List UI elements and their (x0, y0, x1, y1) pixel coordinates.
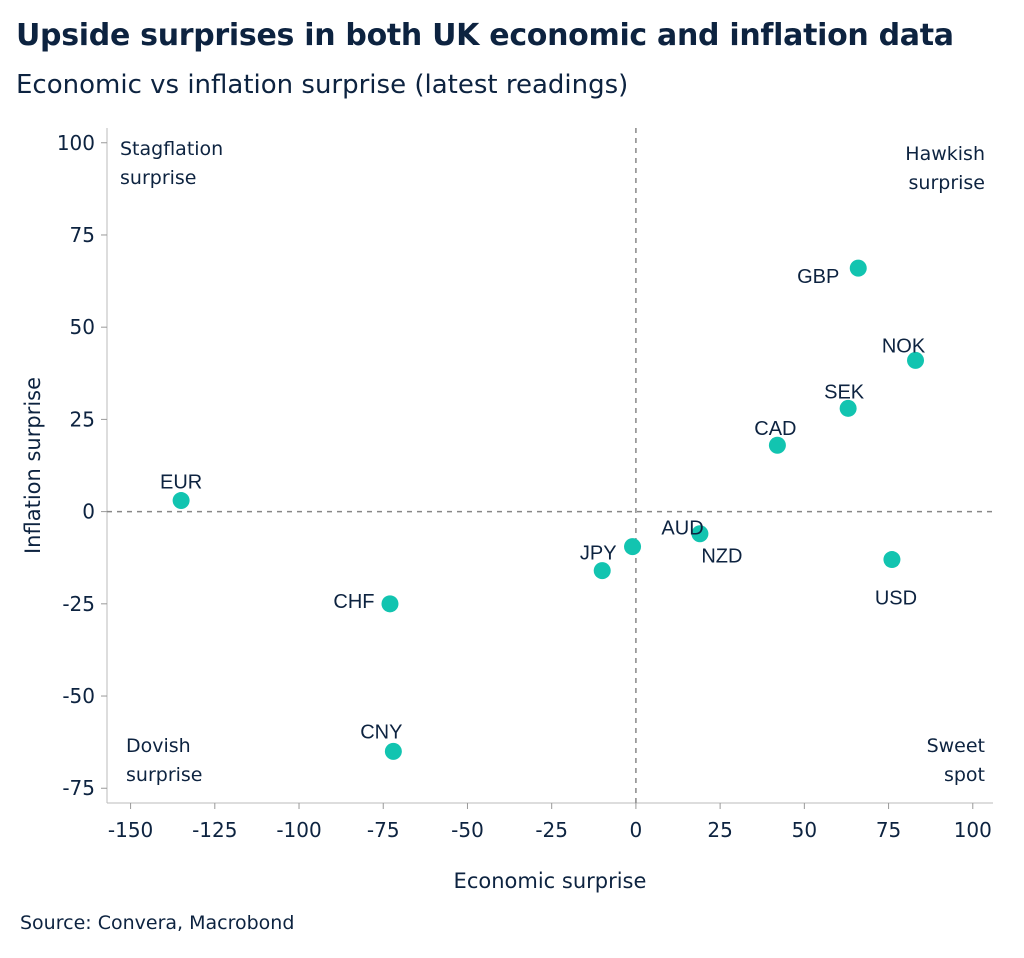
x-tick-label: -100 (276, 818, 321, 842)
x-tick-label: 50 (792, 818, 817, 842)
x-tick-label: -150 (108, 818, 153, 842)
quadrant-label-bottom-right: Sweet (927, 735, 985, 757)
y-tick-label: -25 (62, 592, 95, 616)
data-label-nok: NOK (882, 335, 926, 357)
quadrant-label-top-left: surprise (120, 167, 197, 189)
y-tick-label: 25 (70, 407, 95, 431)
data-label-jpy: JPY (580, 543, 617, 565)
data-point-chf (381, 595, 399, 613)
quadrant-label-bottom-left: Dovish (126, 735, 191, 757)
data-label-eur: EUR (160, 472, 202, 494)
y-tick-label: 0 (82, 500, 95, 524)
data-label-chf: CHF (333, 591, 374, 613)
quadrant-label-top-right: surprise (909, 172, 986, 194)
quadrant-label-top-left: Stagflation (120, 138, 223, 160)
x-tick-label: -50 (451, 818, 484, 842)
y-tick-label: 75 (70, 223, 95, 247)
x-tick-label: 100 (954, 818, 992, 842)
x-tick-label: -25 (535, 818, 568, 842)
data-label-gbp: GBP (797, 266, 839, 288)
data-point-nok (907, 351, 925, 369)
data-point-aud (624, 538, 642, 556)
chart-subtitle: Economic vs inflation surprise (latest r… (16, 70, 629, 100)
y-axis-title: Inflation surprise (21, 377, 45, 554)
data-point-cad (768, 436, 786, 454)
x-axis-title: Economic surprise (454, 869, 647, 893)
data-label-aud: AUD (661, 518, 703, 540)
y-tick-label: -75 (62, 776, 95, 800)
quadrant-label-bottom-right: spot (944, 764, 985, 786)
data-point-cny (384, 742, 402, 760)
x-tick-label: -75 (367, 818, 400, 842)
y-tick-label: 50 (70, 315, 95, 339)
x-tick-label: 0 (630, 818, 643, 842)
data-point-jpy (593, 562, 611, 580)
chart-title: Upside surprises in both UK economic and… (16, 18, 954, 53)
data-point-usd (883, 551, 901, 569)
quadrant-label-top-right: Hawkish (905, 143, 985, 165)
data-label-sek: SEK (824, 381, 865, 403)
data-label-nzd: NZD (701, 546, 742, 568)
y-tick-label: -50 (62, 684, 95, 708)
data-point-eur (172, 492, 190, 510)
data-point-gbp (849, 259, 867, 277)
data-point-sek (839, 399, 857, 417)
x-tick-label: 75 (876, 818, 901, 842)
data-label-cny: CNY (360, 721, 402, 743)
y-tick-label: 100 (57, 131, 95, 155)
data-point-nzd (691, 525, 709, 543)
x-tick-label: 25 (707, 818, 732, 842)
data-label-cad: CAD (754, 418, 796, 440)
data-label-usd: USD (875, 588, 917, 610)
x-tick-label: -125 (192, 818, 237, 842)
quadrant-label-bottom-left: surprise (126, 764, 203, 786)
source-note: Source: Convera, Macrobond (20, 912, 295, 934)
